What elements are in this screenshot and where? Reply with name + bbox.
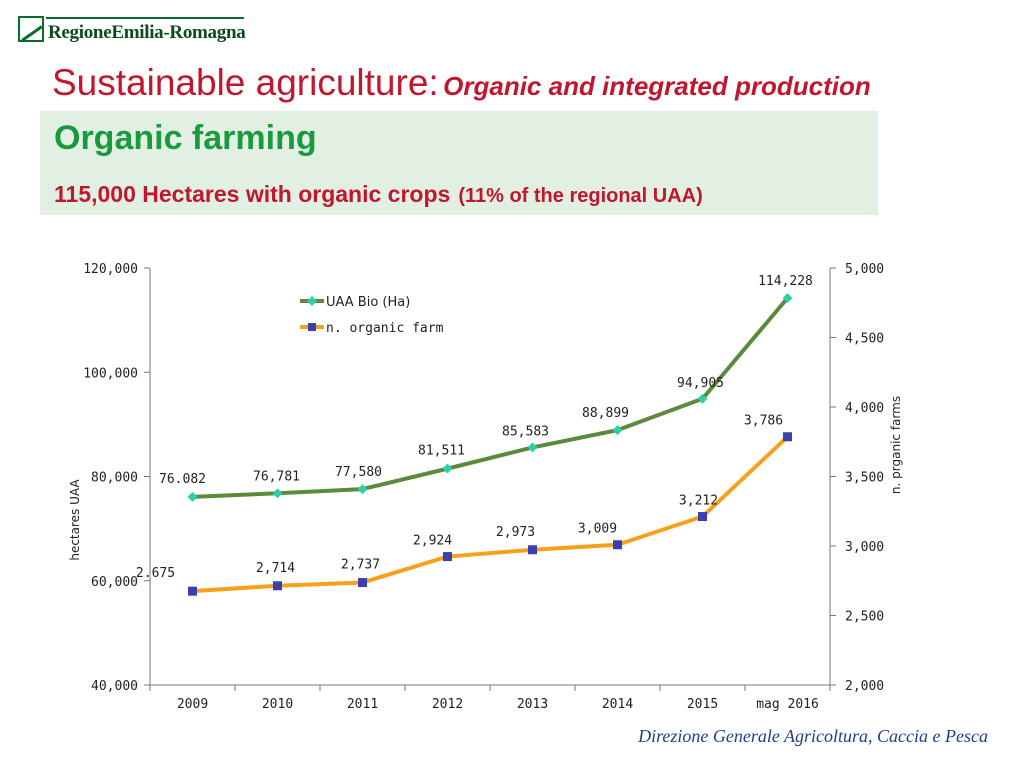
y-tick-label-right: 4,500 — [845, 332, 884, 347]
series-marker-organic-farms — [273, 581, 282, 591]
series-marker-uaa-bio — [697, 393, 708, 404]
data-label-organic-farms: 3,009 — [578, 522, 617, 537]
y-tick-label-left: 100,000 — [83, 366, 138, 381]
summary-stat-note: (11% of the regional UAA) — [458, 185, 703, 207]
page-title-sub: Organic and integrated production — [443, 71, 871, 101]
region-flag-icon — [18, 16, 44, 42]
x-tick-label: 2012 — [432, 697, 463, 712]
series-marker-organic-farms — [783, 432, 792, 442]
dual-axis-line-chart: 40,000 60,000 80,000 100,000 120,000 2,000 2,5… — [68, 262, 903, 712]
legend-marker-uaa-bio — [307, 296, 317, 306]
y-tick-label-right: 3,000 — [845, 540, 884, 555]
x-tick-label: 2010 — [262, 697, 293, 712]
y-tick-label-right: 5,000 — [845, 262, 884, 277]
series-marker-organic-farms — [358, 578, 367, 588]
data-label-organic-farms: 2,973 — [496, 525, 535, 540]
data-label-uaa-bio: 81,511 — [418, 444, 465, 459]
x-tick-label: 2015 — [687, 697, 718, 712]
x-tick-label: 2009 — [177, 697, 208, 712]
series-marker-uaa-bio — [612, 425, 623, 436]
y-axis-label-left: hectares UAA — [68, 479, 82, 561]
logo-rule — [46, 17, 244, 19]
series-marker-organic-farms — [698, 512, 707, 522]
data-label-organic-farms: 3,786 — [744, 414, 783, 429]
data-label-uaa-bio: 88,899 — [582, 406, 629, 421]
logo-text: RegioneEmilia-Romagna — [48, 22, 246, 43]
legend-marker-organic-farms — [308, 323, 316, 331]
x-tick-label: 2011 — [347, 697, 378, 712]
series-marker-organic-farms — [613, 540, 622, 550]
series-line-uaa-bio — [192, 296, 790, 499]
series-marker-organic-farms — [443, 552, 452, 562]
legend-label-organic-farms: n. organic farm — [326, 321, 444, 336]
data-label-uaa-bio: 85,583 — [502, 424, 549, 439]
x-tick-label: 2014 — [602, 697, 633, 712]
series-marker-uaa-bio — [442, 463, 453, 474]
legend-label-uaa-bio: UAA Bio (Ha) — [326, 295, 410, 310]
series-marker-uaa-bio — [272, 488, 283, 499]
data-label-uaa-bio: 94,905 — [677, 376, 724, 391]
y-axis-label-right: n. prganic farms — [889, 396, 903, 494]
data-label-organic-farms: 2,924 — [413, 534, 452, 549]
series-marker-uaa-bio — [357, 484, 368, 495]
page-title: Sustainable agriculture: Organic and int… — [52, 62, 871, 104]
y-tick-label-left: 60,000 — [91, 575, 138, 590]
data-label-uaa-bio: 77,580 — [335, 465, 382, 480]
series-line-organic-farms — [192, 435, 789, 594]
summary-stat-main: 115,000 Hectares with organic crops — [54, 181, 451, 207]
y-tick-label-right: 3,500 — [845, 471, 884, 486]
data-label-uaa-bio: 76.082 — [159, 472, 206, 487]
x-tick-label: 2013 — [517, 697, 548, 712]
region-logo: RegioneEmilia-Romagna — [18, 14, 246, 48]
y-tick-label-left: 120,000 — [83, 262, 138, 277]
y-tick-label-right: 2,500 — [845, 610, 884, 625]
x-tick-label: mag 2016 — [756, 697, 819, 712]
y-tick-label-left: 80,000 — [91, 471, 138, 486]
series-marker-uaa-bio — [527, 442, 538, 453]
y-tick-label-right: 4,000 — [845, 401, 884, 416]
footer-credit: Direzione Generale Agricoltura, Caccia e… — [638, 726, 988, 746]
series-marker-organic-farms — [528, 545, 537, 555]
y-tick-label-left: 40,000 — [91, 679, 138, 694]
data-label-uaa-bio: 76,781 — [253, 469, 300, 484]
data-label-organic-farms: 2,737 — [341, 558, 380, 573]
data-label-organic-farms: 2,714 — [256, 561, 295, 576]
data-label-organic-farms: 2.675 — [136, 566, 175, 581]
summary-stat: 115,000 Hectares with organic crops (11% … — [54, 181, 703, 208]
section-title: Organic farming — [54, 119, 317, 157]
series-marker-uaa-bio — [187, 491, 198, 502]
page-title-main: Sustainable agriculture: — [52, 62, 439, 103]
data-label-uaa-bio: 114,228 — [758, 274, 813, 289]
series-marker-organic-farms — [188, 586, 197, 596]
data-label-organic-farms: 3,212 — [679, 494, 718, 509]
summary-box: Organic farming 115,000 Hectares with or… — [40, 111, 878, 215]
y-tick-label-right: 2,000 — [845, 679, 884, 694]
series-marker-uaa-bio — [782, 293, 793, 304]
